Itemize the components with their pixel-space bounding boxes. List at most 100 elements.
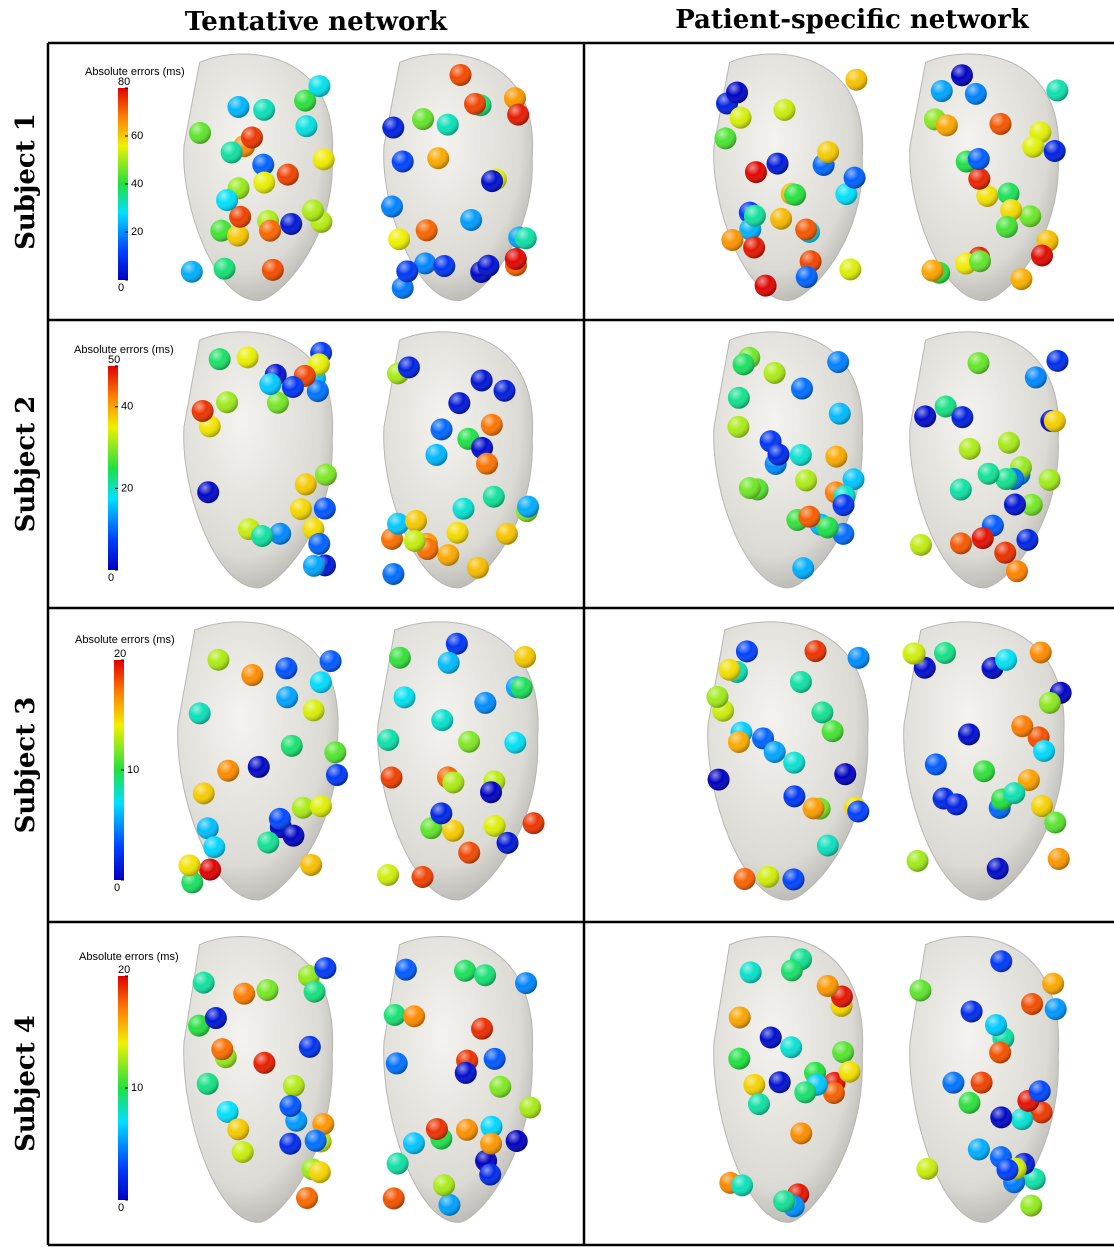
sphere-shading bbox=[232, 1141, 254, 1163]
sphere-shading bbox=[730, 107, 752, 129]
sphere-shading bbox=[313, 148, 335, 170]
sphere-shading bbox=[805, 640, 827, 662]
sphere-shading bbox=[825, 446, 847, 468]
sphere-shading bbox=[305, 1130, 327, 1152]
sphere-shading bbox=[453, 498, 475, 520]
sphere-shading bbox=[303, 555, 325, 577]
sphere-shading bbox=[773, 1190, 795, 1212]
sphere-shading bbox=[454, 960, 476, 982]
sphere-shading bbox=[994, 542, 1016, 564]
sphere-shading bbox=[398, 356, 420, 378]
sphere-shading bbox=[996, 1159, 1018, 1181]
sphere-shading bbox=[925, 753, 947, 775]
sphere-shading bbox=[425, 444, 447, 466]
sphere-shading bbox=[464, 93, 486, 115]
sphere-shading bbox=[442, 771, 464, 793]
sphere-shading bbox=[731, 1174, 753, 1196]
sphere-shading bbox=[181, 261, 203, 283]
sphere-shading bbox=[744, 205, 766, 227]
colorbar bbox=[108, 366, 118, 570]
sphere-shading bbox=[281, 735, 303, 757]
sphere-shading bbox=[189, 122, 211, 144]
sphere-shading bbox=[961, 1001, 983, 1023]
sphere-shading bbox=[320, 650, 342, 672]
sphere-shading bbox=[764, 362, 786, 384]
sphere-shading bbox=[308, 75, 330, 97]
sphere-shading bbox=[511, 677, 533, 699]
sphere-shading bbox=[471, 370, 493, 392]
colorbar-title: Absolute errors (ms) bbox=[74, 344, 174, 356]
sphere-shading bbox=[497, 832, 519, 854]
sphere-shading bbox=[934, 642, 956, 664]
sphere-shading bbox=[392, 151, 414, 173]
sphere-shading bbox=[781, 959, 803, 981]
sphere-shading bbox=[504, 732, 526, 754]
sphere-shading bbox=[241, 127, 263, 149]
sphere-shading bbox=[458, 842, 480, 864]
sphere-shading bbox=[767, 444, 789, 466]
sphere-shading bbox=[474, 964, 496, 986]
sphere-shading bbox=[396, 260, 418, 282]
sphere-shading bbox=[829, 403, 851, 425]
sphere-shading bbox=[276, 686, 298, 708]
sphere-shading bbox=[998, 432, 1020, 454]
sphere-shading bbox=[290, 498, 312, 520]
sphere-shading bbox=[950, 479, 972, 501]
sphere-shading bbox=[227, 1118, 249, 1140]
sphere-shading bbox=[783, 752, 805, 774]
sphere-shading bbox=[792, 557, 814, 579]
sphere-shading bbox=[199, 859, 221, 881]
sphere-shading bbox=[783, 868, 805, 890]
sphere-shading bbox=[1046, 350, 1068, 372]
sphere-shading bbox=[377, 729, 399, 751]
figure: Tentative network Patient-specific netwo… bbox=[0, 0, 1114, 1247]
sphere-shading bbox=[324, 741, 346, 763]
sphere-shading bbox=[269, 808, 291, 830]
sphere-shading bbox=[448, 392, 470, 414]
sphere-shading bbox=[1021, 993, 1043, 1015]
sphere-shading bbox=[299, 1036, 321, 1058]
sphere-shading bbox=[193, 972, 215, 994]
colorbar-tick-label: 80 bbox=[118, 76, 130, 88]
sphere-shading bbox=[179, 854, 201, 876]
sphere-shading bbox=[382, 117, 404, 139]
sphere-shading bbox=[784, 184, 806, 206]
sphere-shading bbox=[193, 782, 215, 804]
sphere-shading bbox=[1044, 410, 1066, 432]
sphere-shading bbox=[437, 114, 459, 136]
sphere-shading bbox=[743, 1074, 765, 1096]
sphere-shading bbox=[1019, 205, 1041, 227]
sphere-shading bbox=[1042, 973, 1064, 995]
sphere-shading bbox=[1039, 469, 1061, 491]
sphere-shading bbox=[1003, 782, 1025, 804]
sphere-shading bbox=[259, 373, 281, 395]
sphere-shading bbox=[726, 81, 748, 103]
sphere-shading bbox=[412, 108, 434, 130]
sphere-shading bbox=[959, 438, 981, 460]
sphere-shading bbox=[968, 168, 990, 190]
sphere-shading bbox=[403, 1132, 425, 1154]
sphere-shading bbox=[733, 353, 755, 375]
column-header: Tentative network bbox=[185, 7, 448, 37]
sphere-shading bbox=[308, 533, 330, 555]
sphere-shading bbox=[734, 868, 756, 890]
sphere-shading bbox=[310, 671, 332, 693]
sphere-shading bbox=[973, 760, 995, 782]
sphere-shading bbox=[803, 797, 825, 819]
row-label: Subject 1 bbox=[11, 113, 41, 250]
sphere-shading bbox=[1029, 1080, 1051, 1102]
sphere-shading bbox=[783, 785, 805, 807]
sphere-shading bbox=[506, 1130, 528, 1152]
sphere-shading bbox=[416, 219, 438, 241]
colorbar-title: Absolute errors (ms) bbox=[75, 634, 175, 646]
sphere-shading bbox=[438, 652, 460, 674]
sphere-shading bbox=[817, 975, 839, 997]
sphere-shading bbox=[743, 236, 765, 258]
sphere-shading bbox=[481, 414, 503, 436]
sphere-shading bbox=[790, 444, 812, 466]
sphere-shading bbox=[764, 741, 786, 763]
sphere-shading bbox=[446, 522, 468, 544]
sphere-shading bbox=[455, 1062, 477, 1084]
sphere-shading bbox=[811, 701, 833, 723]
sphere-shading bbox=[302, 199, 324, 221]
